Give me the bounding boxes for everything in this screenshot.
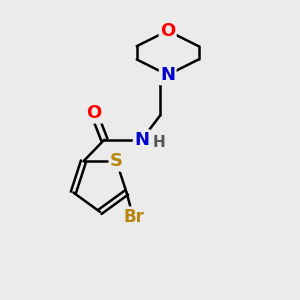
Text: N: N: [134, 131, 149, 149]
Text: Br: Br: [124, 208, 144, 226]
Text: H: H: [153, 134, 166, 149]
Text: O: O: [86, 104, 102, 122]
Text: N: N: [160, 66, 175, 84]
Text: S: S: [110, 152, 123, 170]
Text: O: O: [160, 22, 175, 40]
